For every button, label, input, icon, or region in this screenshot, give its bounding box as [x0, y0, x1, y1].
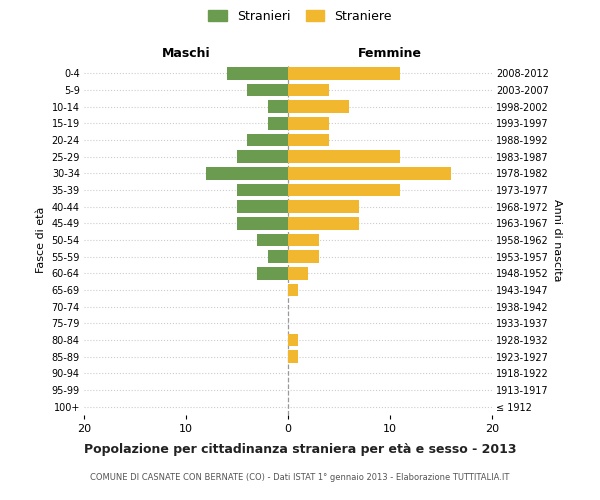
Bar — [268, 117, 288, 130]
Bar — [237, 184, 288, 196]
Bar — [288, 150, 400, 163]
Text: Femmine: Femmine — [358, 47, 422, 60]
Bar — [257, 267, 288, 280]
Bar — [288, 217, 359, 230]
Bar — [268, 250, 288, 263]
Text: Popolazione per cittadinanza straniera per età e sesso - 2013: Popolazione per cittadinanza straniera p… — [84, 442, 516, 456]
Bar — [247, 134, 288, 146]
Y-axis label: Fasce di età: Fasce di età — [36, 207, 46, 273]
Text: COMUNE DI CASNATE CON BERNATE (CO) - Dati ISTAT 1° gennaio 2013 - Elaborazione T: COMUNE DI CASNATE CON BERNATE (CO) - Dat… — [91, 472, 509, 482]
Bar — [237, 150, 288, 163]
Bar — [288, 184, 400, 196]
Bar — [288, 350, 298, 363]
Bar — [227, 67, 288, 80]
Text: Maschi: Maschi — [161, 47, 211, 60]
Bar — [288, 267, 308, 280]
Y-axis label: Anni di nascita: Anni di nascita — [553, 198, 562, 281]
Legend: Stranieri, Straniere: Stranieri, Straniere — [205, 6, 395, 26]
Bar — [247, 84, 288, 96]
Bar — [268, 100, 288, 113]
Bar — [257, 234, 288, 246]
Bar — [288, 334, 298, 346]
Bar — [237, 217, 288, 230]
Bar — [288, 100, 349, 113]
Bar — [206, 167, 288, 179]
Bar — [288, 234, 319, 246]
Bar — [288, 167, 451, 179]
Bar — [288, 117, 329, 130]
Bar — [288, 200, 359, 213]
Bar — [288, 134, 329, 146]
Bar — [288, 250, 319, 263]
Bar — [288, 284, 298, 296]
Bar — [288, 84, 329, 96]
Bar — [237, 200, 288, 213]
Bar — [288, 67, 400, 80]
